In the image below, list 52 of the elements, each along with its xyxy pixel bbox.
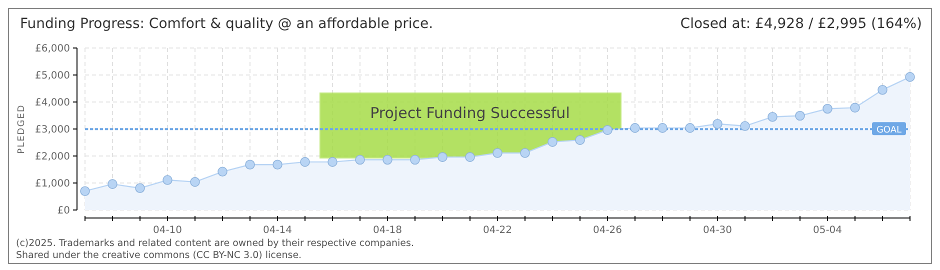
point bbox=[850, 102, 860, 113]
point bbox=[190, 177, 200, 187]
annotation: Project Funding Successful bbox=[370, 104, 570, 122]
chart-title: Funding Progress: Comfort & quality @ an affordable price. bbox=[20, 16, 434, 32]
y-tick-label: £3,000 bbox=[35, 124, 70, 136]
point bbox=[438, 152, 448, 162]
point bbox=[80, 186, 90, 196]
x-tick-label: 04-10 bbox=[152, 225, 182, 236]
point bbox=[602, 125, 612, 135]
y-tick-label: £5,000 bbox=[35, 70, 70, 82]
x-tick-label: 05-04 bbox=[812, 225, 842, 236]
point bbox=[355, 154, 365, 165]
point bbox=[108, 179, 118, 189]
point bbox=[822, 104, 832, 114]
x-tick-label: 04-18 bbox=[372, 225, 402, 236]
point bbox=[382, 154, 392, 165]
y-tick-label: £2,000 bbox=[35, 152, 70, 162]
point bbox=[795, 110, 805, 121]
point bbox=[245, 160, 255, 170]
point bbox=[658, 123, 668, 133]
point bbox=[520, 148, 530, 158]
text: Shared under the creative commons (CC BY-NC 3.0) license. bbox=[16, 250, 302, 261]
text: Closed at: £4,928 / £2,995 (164%) bbox=[680, 16, 922, 32]
point bbox=[300, 157, 310, 167]
y-tick-label: £4,000 bbox=[35, 98, 70, 108]
ref-line-label: GOAL bbox=[876, 126, 902, 136]
point bbox=[575, 135, 585, 145]
y-axis-title: PLEDGED bbox=[17, 104, 27, 154]
x-tick-label: 04-22 bbox=[482, 225, 512, 236]
point bbox=[768, 112, 778, 122]
point bbox=[272, 160, 282, 170]
x-tick-label: 04-26 bbox=[592, 225, 622, 236]
point bbox=[135, 183, 145, 194]
point bbox=[740, 121, 750, 131]
point bbox=[548, 137, 558, 147]
text: (c)2025. Trademarks and related content are owned by their respective companies. bbox=[16, 238, 414, 249]
x-tick-label: 04-30 bbox=[702, 225, 732, 236]
x-tick-label: 04-14 bbox=[262, 225, 292, 236]
point bbox=[162, 175, 172, 185]
point bbox=[878, 84, 888, 95]
point bbox=[218, 166, 228, 177]
point bbox=[905, 72, 915, 82]
point bbox=[465, 152, 475, 162]
y-tick-label: £0 bbox=[57, 206, 70, 216]
point bbox=[492, 148, 502, 158]
point bbox=[685, 123, 695, 133]
y-tick-label: £1,000 bbox=[35, 178, 70, 190]
point bbox=[328, 157, 338, 167]
point bbox=[712, 118, 722, 129]
y-tick-label: £6,000 bbox=[35, 44, 70, 54]
point bbox=[630, 123, 640, 133]
point bbox=[410, 154, 420, 165]
